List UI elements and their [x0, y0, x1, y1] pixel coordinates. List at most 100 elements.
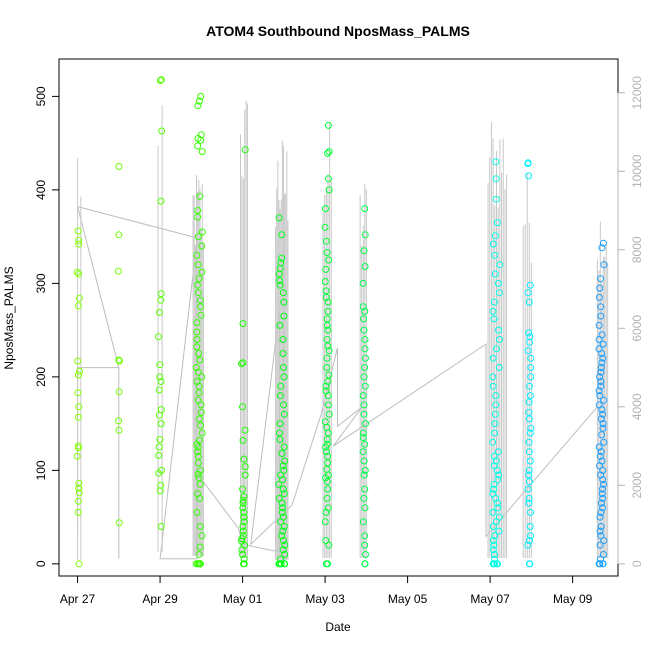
- data-point: [157, 523, 165, 530]
- data-point: [275, 429, 283, 437]
- data-point: [275, 214, 283, 222]
- data-point: [157, 481, 165, 489]
- data-point: [599, 420, 607, 428]
- data-point: [239, 551, 246, 558]
- data-point: [239, 403, 246, 411]
- data-point: [194, 261, 202, 269]
- data-point: [280, 312, 288, 320]
- data-point: [491, 420, 499, 428]
- data-point: [239, 359, 247, 367]
- data-point: [193, 319, 201, 327]
- data-point: [495, 289, 503, 297]
- data-point: [600, 480, 608, 488]
- data-point: [490, 541, 498, 549]
- data-point: [361, 466, 369, 474]
- data-point: [241, 146, 249, 154]
- data-point: [595, 401, 603, 409]
- data-point: [279, 527, 287, 535]
- data-point: [325, 347, 333, 355]
- data-point: [196, 436, 203, 444]
- data-point: [196, 192, 204, 200]
- data-point: [279, 336, 287, 343]
- data-point: [241, 471, 249, 479]
- data-point: [323, 465, 331, 473]
- data-point: [279, 350, 287, 357]
- data-point: [361, 382, 369, 390]
- data-point: [280, 537, 287, 544]
- data-point: [599, 485, 606, 493]
- data-point: [115, 388, 123, 396]
- data-point: [115, 231, 123, 239]
- data-point: [276, 277, 284, 285]
- data-point: [195, 389, 203, 397]
- data-point: [495, 364, 503, 371]
- data-point: [158, 127, 166, 135]
- data-point: [527, 532, 535, 540]
- data-point: [156, 436, 164, 443]
- data-point: [599, 340, 607, 348]
- data-point: [491, 532, 499, 540]
- data-point: [597, 448, 605, 456]
- data-point: [73, 452, 81, 460]
- data-point: [595, 293, 603, 301]
- data-point: [74, 227, 82, 235]
- data-point: [361, 231, 369, 239]
- data-point: [75, 240, 83, 248]
- data-point: [490, 315, 498, 323]
- data-point: [525, 329, 533, 337]
- data-point: [197, 311, 205, 319]
- data-point: [496, 336, 503, 343]
- data-point: [157, 296, 165, 304]
- altitude-track-line: [76, 205, 598, 560]
- data-point: [193, 251, 201, 259]
- data-point: [277, 382, 285, 390]
- data-point: [597, 303, 605, 311]
- data-point: [324, 121, 332, 129]
- data-point: [323, 436, 331, 443]
- data-point: [155, 411, 163, 419]
- data-point: [494, 504, 502, 512]
- data-point: [194, 490, 201, 498]
- data-point: [600, 261, 608, 269]
- data-point: [494, 279, 502, 287]
- data-point: [359, 518, 367, 526]
- y2-tick-label: 12000: [630, 76, 644, 110]
- data-point: [74, 442, 82, 450]
- data-point: [240, 555, 248, 563]
- data-point: [595, 443, 603, 451]
- data-point: [597, 275, 605, 283]
- data-point: [276, 420, 284, 428]
- data-point: [74, 389, 82, 397]
- data-point: [238, 360, 245, 368]
- y-tick-label: 500: [34, 86, 48, 106]
- data-point: [491, 555, 499, 563]
- data-point: [75, 294, 83, 302]
- data-point: [281, 551, 289, 558]
- data-point: [194, 289, 202, 297]
- data-point: [280, 490, 288, 498]
- data-point: [598, 359, 606, 367]
- data-point: [276, 560, 284, 568]
- data-point: [323, 321, 331, 329]
- data-point: [359, 303, 367, 311]
- data-point: [195, 452, 202, 460]
- data-point: [525, 494, 533, 502]
- data-point: [194, 233, 202, 241]
- data-point: [75, 403, 83, 411]
- data-point: [489, 537, 497, 544]
- data-point: [491, 410, 499, 418]
- data-point: [526, 333, 534, 341]
- data-point: [194, 142, 202, 150]
- data-point: [495, 527, 503, 535]
- data-point: [323, 364, 331, 371]
- data-point: [490, 298, 498, 306]
- x-axis-title: Date: [325, 620, 351, 634]
- data-point: [597, 523, 605, 530]
- data-point: [194, 459, 202, 467]
- data-point: [155, 451, 163, 459]
- data-point: [198, 148, 206, 156]
- data-point: [492, 518, 500, 526]
- data-point: [323, 249, 331, 256]
